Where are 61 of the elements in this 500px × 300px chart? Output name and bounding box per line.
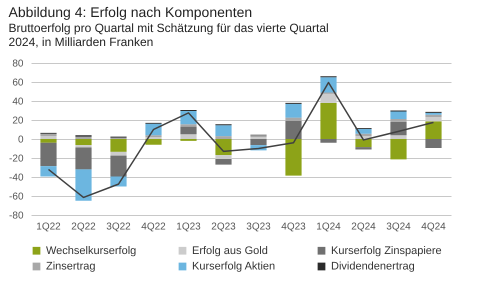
bar <box>180 134 197 139</box>
bar <box>215 125 232 136</box>
y-tick-label: 0 <box>18 134 24 146</box>
y-tick-label: 40 <box>12 96 24 108</box>
bar <box>40 166 57 177</box>
bar <box>355 139 372 148</box>
chart-subtitle: Bruttoerfolg pro Quartal mit Schätzung für das vierte Quartal 2024, in Milliarden Franken <box>8 21 329 49</box>
line-series <box>48 82 434 198</box>
bar <box>75 139 92 146</box>
legend-label: Wechselkurserfolg <box>46 244 136 257</box>
bar <box>110 156 127 177</box>
bar <box>425 139 442 148</box>
bar <box>390 119 407 122</box>
x-tick-label: 3Q23 <box>246 222 272 232</box>
bar <box>285 104 302 118</box>
bar <box>145 139 162 145</box>
bar <box>390 135 407 139</box>
x-tick-label: 4Q24 <box>421 222 446 232</box>
bar <box>250 139 267 146</box>
legend-label: Erfolg aus Gold <box>192 244 268 257</box>
x-tick-label: 2Q23 <box>211 222 236 232</box>
bar <box>390 111 407 120</box>
bar <box>180 126 197 134</box>
chart-title: Abbildung 4: Erfolg nach Komponenten <box>8 4 252 20</box>
x-tick-label: 1Q22 <box>36 222 62 232</box>
legend-label: Zinsertrag <box>46 260 96 272</box>
bar <box>285 139 302 176</box>
bar <box>75 145 92 148</box>
x-tick-label: 1Q23 <box>176 222 202 232</box>
bar <box>390 139 407 160</box>
bar <box>215 158 232 165</box>
x-tick-label: 3Q24 <box>386 222 412 232</box>
x-tick-label: 4Q22 <box>141 222 166 232</box>
legend-label: Kurserfolg Aktien <box>192 260 276 272</box>
y-tick-label: -60 <box>9 192 24 202</box>
y-tick-label: -80 <box>9 210 24 222</box>
bar <box>75 169 92 201</box>
legend-label: Kurserfolg Zinspapiere <box>331 244 442 257</box>
x-tick-label: 3Q22 <box>106 222 132 232</box>
bar <box>40 139 57 143</box>
x-tick-label: 2Q22 <box>71 222 96 232</box>
bar <box>110 139 127 152</box>
y-tick-label: 80 <box>12 58 24 70</box>
legend-label: Dividendenertrag <box>331 260 415 272</box>
bar <box>320 102 337 139</box>
bar <box>425 121 442 139</box>
bar <box>40 142 57 166</box>
x-tick-label: 1Q24 <box>316 222 342 232</box>
y-tick-label: -20 <box>9 154 24 164</box>
bar <box>285 120 302 139</box>
bar <box>285 118 302 121</box>
bar <box>75 148 92 170</box>
bar <box>110 152 127 156</box>
y-tick-label: 20 <box>12 116 24 126</box>
y-tick-label: -40 <box>9 172 24 184</box>
y-tick-label: 60 <box>12 78 24 88</box>
bar <box>40 136 57 139</box>
bar <box>320 139 337 143</box>
bar <box>215 136 232 139</box>
x-tick-label: 4Q23 <box>281 222 306 232</box>
x-tick-label: 2Q24 <box>351 222 376 232</box>
